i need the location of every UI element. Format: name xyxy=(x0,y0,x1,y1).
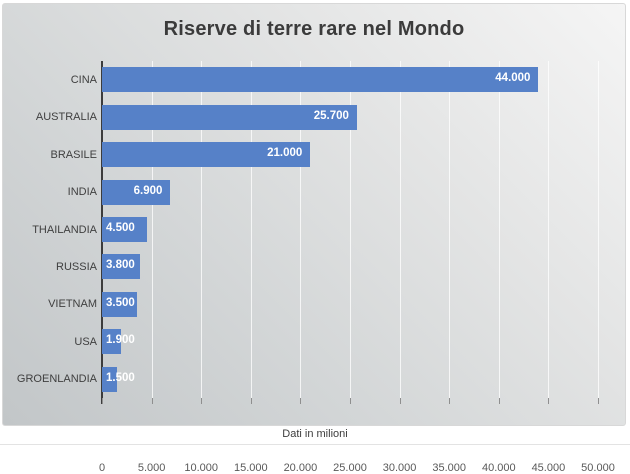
bar-value-label: 4.500 xyxy=(106,221,135,234)
bar-row: 3.500 xyxy=(102,286,598,323)
x-axis-tick xyxy=(300,398,302,404)
gridline xyxy=(250,61,252,398)
bar-value-label: 21.000 xyxy=(267,147,303,160)
x-axis-tick xyxy=(498,398,500,404)
bar-russia[interactable]: 3.800 xyxy=(102,254,140,280)
category-label-india: INDIA xyxy=(67,186,97,199)
category-label-vietnam: VIETNAM xyxy=(48,298,97,311)
bar-groenlandia[interactable]: 1.500 xyxy=(102,366,135,392)
x-axis-tick xyxy=(201,398,203,404)
gridline xyxy=(548,61,550,398)
category-label-australia: AUSTRALIA xyxy=(35,111,97,124)
x-axis-tick xyxy=(250,398,252,404)
gridline xyxy=(399,61,401,398)
gridline xyxy=(350,61,351,398)
gridline xyxy=(300,61,302,398)
x-axis-tick xyxy=(350,398,351,404)
x-axis-tick xyxy=(151,398,153,404)
bar-cina[interactable]: 44.000 xyxy=(102,67,539,93)
bar-row: 1.900 xyxy=(102,323,598,360)
x-axis-tick xyxy=(102,398,103,404)
bar-value-label: 44.000 xyxy=(495,72,531,85)
plot-area: 0 5.000 10.000 15.000 20.000 25.000 30.000 35.0… xyxy=(99,61,615,474)
x-axis-tick-label: 50.000 xyxy=(581,462,615,474)
bar-value-label: 1.900 xyxy=(106,334,135,347)
bar-value-label: 6.900 xyxy=(133,184,163,197)
bar-value-label: 1.500 xyxy=(106,371,135,384)
gridline xyxy=(151,61,153,398)
x-axis-tick xyxy=(449,398,451,404)
category-label-russia: RUSSIA xyxy=(56,260,97,273)
bar-india[interactable]: 6.900 xyxy=(102,179,171,205)
bar-row: 6.900 xyxy=(102,173,598,210)
category-label-brasile: BRASILE xyxy=(50,148,97,161)
chart-footnote: Dati in milioni xyxy=(282,428,348,440)
bar-row: 1.500 xyxy=(102,361,598,398)
x-axis-tick xyxy=(399,398,401,404)
gridline xyxy=(598,61,599,398)
bar-row: 3.800 xyxy=(102,248,598,285)
bar-row: 25.700 xyxy=(102,98,598,135)
bar-row: 21.000 xyxy=(102,136,598,173)
bar-thailandia[interactable]: 4.500 xyxy=(102,216,147,242)
x-axis-tick xyxy=(548,398,550,404)
category-label-thailandia: THAILANDIA xyxy=(32,223,97,236)
bar-value-label: 3.800 xyxy=(106,259,135,272)
bar-usa[interactable]: 1.900 xyxy=(102,329,135,355)
category-label-groenlandia: GROENLANDIA xyxy=(16,373,97,386)
bar-brasile[interactable]: 21.000 xyxy=(102,142,311,168)
gridline xyxy=(449,61,451,398)
bar-row: 4.500 xyxy=(102,211,598,248)
bar-value-label: 3.500 xyxy=(106,296,135,309)
bar-vietnam[interactable]: 3.500 xyxy=(102,291,137,317)
bar-value-label: 25.700 xyxy=(313,109,349,122)
gridline xyxy=(201,61,203,398)
page-root: Riserve di terre rare nel Mondo 0 5.000 10… xyxy=(0,3,630,474)
chart-title: Riserve di terre rare nel Mondo xyxy=(163,18,465,40)
x-axis-tick xyxy=(598,398,599,404)
bar-row: 44.000 xyxy=(102,61,598,98)
gridline xyxy=(498,61,500,398)
chart-canvas: Riserve di terre rare nel Mondo 0 5.000 10… xyxy=(2,3,626,474)
category-label-cina: CINA xyxy=(70,73,97,86)
category-label-usa: USA xyxy=(74,335,97,348)
bar-australia[interactable]: 25.700 xyxy=(102,104,357,130)
